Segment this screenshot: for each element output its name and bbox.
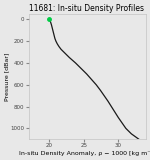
Y-axis label: Pressure [dBar]: Pressure [dBar] — [4, 52, 9, 101]
X-axis label: In-situ Density Anomaly, ρ − 1000 [kg m⁻³]: In-situ Density Anomaly, ρ − 1000 [kg m⁻… — [19, 150, 150, 156]
Text: 11681: In-situ Density Profiles: 11681: In-situ Density Profiles — [29, 4, 144, 13]
